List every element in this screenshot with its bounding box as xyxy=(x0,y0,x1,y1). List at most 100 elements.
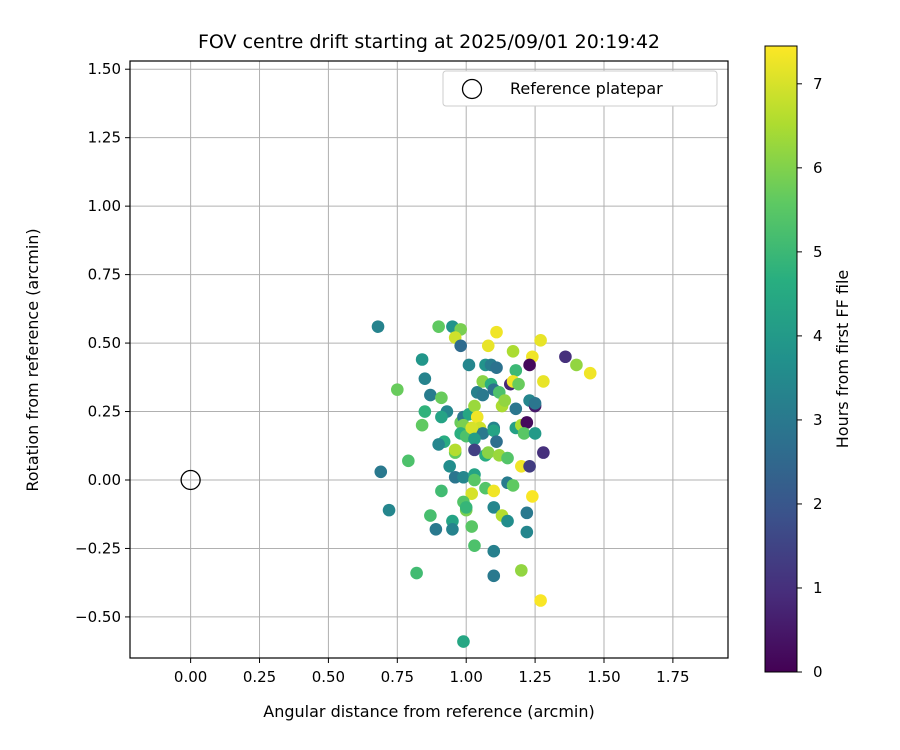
x-tick-label: 1.75 xyxy=(656,668,689,686)
legend-box xyxy=(442,70,718,107)
data-point xyxy=(418,372,432,385)
data-point xyxy=(432,438,445,451)
y-tick-label: 0.25 xyxy=(88,403,121,421)
data-point xyxy=(487,484,501,498)
data-point xyxy=(415,353,429,366)
legend-marker-reference xyxy=(461,78,483,100)
colorbar-gradient xyxy=(764,45,798,673)
x-tick-label: 1.25 xyxy=(518,668,551,686)
data-point xyxy=(446,522,459,536)
data-point xyxy=(457,635,470,648)
data-point xyxy=(418,405,432,418)
reference-marker-group xyxy=(180,469,201,491)
data-point xyxy=(435,484,448,498)
data-point xyxy=(481,446,495,459)
y-tick-label: 0.75 xyxy=(88,266,121,284)
data-point xyxy=(509,364,523,377)
y-axis-label: Rotation from reference (arcmin) xyxy=(23,228,42,491)
y-tick-label: 0.00 xyxy=(88,471,121,489)
y-tick-label: 1.25 xyxy=(88,129,121,147)
x-tick-label: 0.50 xyxy=(312,668,345,686)
data-point xyxy=(501,451,514,465)
data-point xyxy=(512,377,525,391)
data-point xyxy=(515,564,528,577)
data-point xyxy=(382,503,396,517)
y-tick-label: 1.00 xyxy=(88,197,121,215)
data-point xyxy=(435,410,448,424)
chart-title: FOV centre drift starting at 2025/09/01 … xyxy=(198,31,660,53)
data-point xyxy=(424,509,437,522)
data-point xyxy=(520,506,534,520)
x-tick-label: 0.75 xyxy=(381,668,414,686)
y-tick-label: 1.50 xyxy=(88,60,121,78)
data-point xyxy=(537,375,550,388)
data-point xyxy=(534,334,547,347)
y-tick-label: −0.50 xyxy=(75,608,121,626)
data-point xyxy=(391,383,404,396)
data-point xyxy=(487,569,501,583)
data-point xyxy=(432,320,445,333)
data-point xyxy=(487,501,501,514)
x-axis-ticks: 0.00 0.25 0.50 0.75 1.00 1.25 1.50 1.75 xyxy=(174,658,690,686)
legend-label-reference: Reference platepar xyxy=(510,79,663,98)
data-point xyxy=(528,397,542,410)
data-point xyxy=(490,361,503,375)
data-point xyxy=(476,388,490,402)
colorbar-tick-label: 7 xyxy=(813,75,823,93)
data-point xyxy=(534,594,547,607)
grid xyxy=(130,61,728,658)
data-point xyxy=(448,443,462,457)
data-point xyxy=(506,479,520,492)
data-point xyxy=(523,460,536,473)
colorbar-tick-label: 6 xyxy=(813,159,823,177)
data-point xyxy=(490,435,503,448)
data-point xyxy=(415,418,429,432)
data-point xyxy=(526,490,539,503)
plot-frame xyxy=(129,60,729,659)
colorbar: 0 1 2 3 4 5 6 7 Hours from first FF file xyxy=(764,45,852,681)
data-point xyxy=(487,424,501,438)
x-tick-label: 1.00 xyxy=(449,668,482,686)
data-point xyxy=(459,501,473,514)
x-tick-label: 1.50 xyxy=(587,668,620,686)
y-tick-label: −0.25 xyxy=(75,539,121,557)
data-point xyxy=(468,399,481,413)
data-point xyxy=(506,344,520,358)
reference-platepar-marker xyxy=(180,469,201,491)
data-point xyxy=(490,325,503,339)
colorbar-label: Hours from first FF file xyxy=(833,270,852,449)
data-point xyxy=(481,339,495,353)
data-point xyxy=(520,525,534,539)
data-point xyxy=(402,454,415,468)
data-points xyxy=(371,320,597,648)
data-point xyxy=(371,320,385,333)
data-point xyxy=(523,358,536,372)
legend: Reference platepar xyxy=(442,70,718,107)
data-point xyxy=(517,427,531,440)
data-point xyxy=(465,520,479,533)
data-point xyxy=(583,366,597,380)
colorbar-tick-label: 4 xyxy=(813,327,823,345)
data-point xyxy=(509,402,523,416)
data-point xyxy=(443,460,456,473)
data-point xyxy=(465,487,479,500)
x-tick-label: 0.00 xyxy=(174,668,207,686)
data-point xyxy=(498,394,512,407)
y-tick-label: 0.50 xyxy=(88,334,121,352)
data-point xyxy=(468,473,481,487)
data-point xyxy=(454,339,467,353)
data-point xyxy=(468,443,481,457)
colorbar-tick-label: 5 xyxy=(813,243,823,261)
data-point xyxy=(520,416,534,429)
data-point xyxy=(429,522,443,536)
data-point xyxy=(435,391,448,405)
y-axis-ticks: −0.50 −0.25 0.00 0.25 0.50 0.75 1.00 1.25 1.50 xyxy=(75,60,130,626)
data-point xyxy=(457,470,470,484)
colorbar-tick-label: 2 xyxy=(813,495,823,513)
data-point xyxy=(470,410,484,424)
colorbar-tick-label: 1 xyxy=(813,579,823,597)
data-point xyxy=(528,427,542,440)
data-point xyxy=(410,566,423,580)
data-point xyxy=(501,514,514,528)
